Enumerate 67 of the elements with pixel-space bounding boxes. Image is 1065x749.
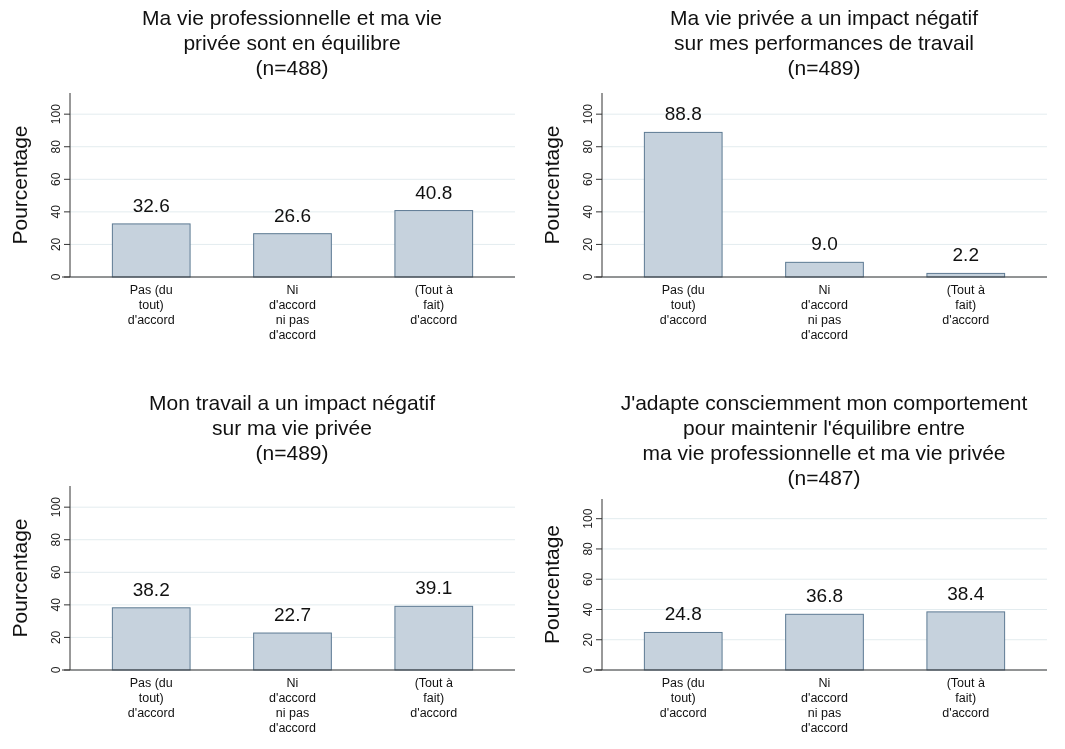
bar bbox=[643, 131, 723, 278]
chart-title: J'adapte consciemment mon comportement pour maintenir l'équilibre entre ma vie professionnelle et ma vie privée (n=487) bbox=[620, 391, 1028, 489]
y-axis-title: Pourcentage bbox=[540, 524, 563, 645]
data-label: 40.8 bbox=[415, 181, 453, 203]
y-tick-label: 20 bbox=[581, 237, 595, 252]
x-tick-label: Pas (du tout) d'accord bbox=[127, 676, 175, 720]
data-label: 9.0 bbox=[811, 233, 838, 255]
data-label: 26.6 bbox=[274, 204, 311, 226]
y-tick-label: 40 bbox=[581, 204, 595, 219]
y-tick-label: 40 bbox=[49, 204, 63, 219]
bar bbox=[785, 613, 864, 671]
bar bbox=[394, 605, 474, 671]
x-tick-label: (Tout à fait) d'accord bbox=[942, 676, 990, 720]
bar bbox=[111, 607, 191, 671]
y-tick-label: 40 bbox=[581, 602, 595, 617]
data-label: 39.1 bbox=[415, 577, 453, 599]
x-tick-label: (Tout à fait) d'accord bbox=[942, 283, 990, 327]
y-tick-label: 20 bbox=[49, 630, 63, 645]
y-tick-label: 0 bbox=[581, 666, 595, 674]
x-tick-label: Pas (du tout) d'accord bbox=[659, 676, 707, 720]
y-tick-label: 60 bbox=[49, 565, 63, 579]
x-tick-label: Ni d'accord ni pas d'accord bbox=[269, 283, 316, 342]
y-tick-label: 20 bbox=[49, 237, 63, 252]
bar bbox=[926, 611, 1006, 671]
bar bbox=[394, 210, 474, 278]
chart-title: Ma vie professionnelle et ma vie privée sont en équilibre (n=488) bbox=[142, 6, 442, 79]
x-tick-label: Ni d'accord ni pas d'accord bbox=[801, 676, 848, 735]
bar bbox=[111, 223, 191, 278]
bar bbox=[253, 632, 332, 671]
y-tick-label: 80 bbox=[581, 139, 595, 154]
y-tick-label: 0 bbox=[49, 273, 63, 281]
y-tick-label: 100 bbox=[49, 103, 63, 125]
data-label: 36.8 bbox=[806, 585, 843, 607]
y-tick-label: 100 bbox=[49, 496, 63, 518]
y-tick-label: 100 bbox=[581, 508, 595, 529]
y-tick-label: 80 bbox=[49, 139, 63, 154]
y-tick-label: 40 bbox=[49, 597, 63, 612]
y-axis-title: Pourcentage bbox=[8, 125, 31, 245]
y-tick-label: 60 bbox=[49, 172, 63, 186]
y-tick-label: 20 bbox=[581, 632, 595, 647]
y-tick-label: 0 bbox=[49, 666, 63, 674]
chart-title: Ma vie privée a un impact négatif sur mes performances de travail (n=489) bbox=[669, 6, 979, 79]
y-tick-label: 60 bbox=[581, 572, 595, 586]
data-label: 88.8 bbox=[664, 103, 702, 125]
y-axis-title: Pourcentage bbox=[540, 125, 563, 245]
x-tick-label: (Tout à fait) d'accord bbox=[410, 676, 458, 720]
chart-title: Mon travail a un impact négatif sur ma vie privée (n=489) bbox=[149, 391, 436, 464]
data-label: 24.8 bbox=[664, 603, 702, 625]
x-tick-label: (Tout à fait) d'accord bbox=[410, 283, 458, 327]
y-tick-label: 60 bbox=[581, 172, 595, 186]
data-label: 32.6 bbox=[132, 194, 170, 216]
y-tick-label: 100 bbox=[581, 103, 595, 125]
data-label: 22.7 bbox=[274, 604, 311, 626]
y-tick-label: 80 bbox=[581, 541, 595, 556]
x-tick-label: Ni d'accord ni pas d'accord bbox=[269, 676, 316, 735]
bar bbox=[785, 261, 864, 278]
data-label: 38.4 bbox=[947, 582, 985, 604]
x-tick-label: Pas (du tout) d'accord bbox=[127, 283, 175, 327]
data-label: 38.2 bbox=[132, 578, 170, 600]
bar bbox=[643, 631, 723, 671]
x-tick-label: Pas (du tout) d'accord bbox=[659, 283, 707, 327]
y-tick-label: 80 bbox=[49, 532, 63, 547]
y-tick-label: 0 bbox=[581, 273, 595, 281]
y-axis-title: Pourcentage bbox=[8, 518, 31, 638]
data-label: 2.2 bbox=[952, 244, 979, 266]
bar bbox=[253, 233, 332, 278]
x-tick-label: Ni d'accord ni pas d'accord bbox=[801, 283, 848, 342]
